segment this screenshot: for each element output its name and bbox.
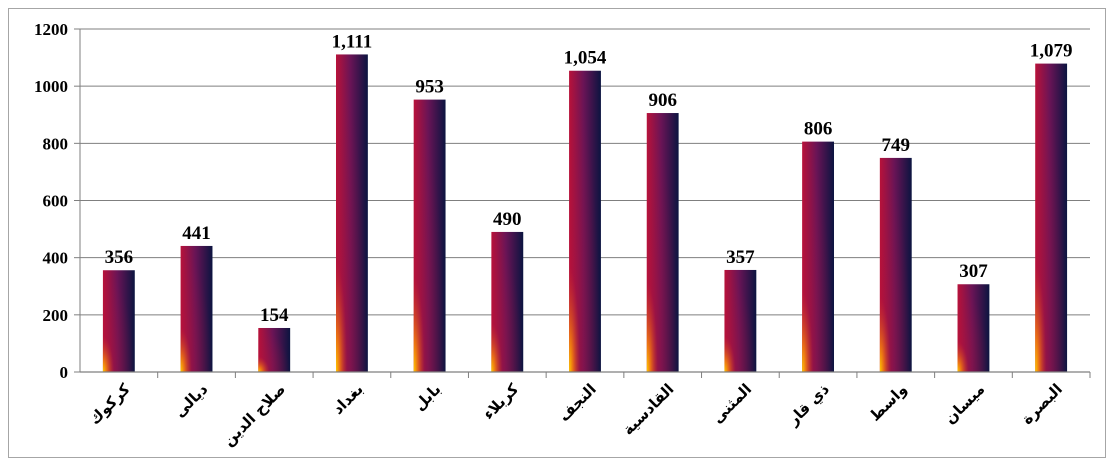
data-label: 154 [260, 305, 289, 326]
bar-glow [957, 284, 990, 372]
category-label: ميسان [941, 380, 988, 427]
bar-glow [802, 141, 835, 372]
data-label: 1,054 [564, 48, 607, 69]
bar [180, 245, 213, 372]
y-tick-label: 400 [43, 249, 69, 268]
bar [102, 270, 135, 372]
data-labels: 356 441 154 1,111 953 490 1,054 906 357 806 749 307… [105, 31, 1073, 326]
category-label: كربلاء [479, 380, 522, 423]
category-label: القادسية [619, 380, 678, 439]
bar-glow [569, 70, 601, 373]
bar [258, 327, 291, 372]
bars [102, 54, 1068, 373]
bar [646, 113, 679, 372]
chart-frame [8, 8, 1106, 458]
bar [957, 284, 990, 372]
data-label: 806 [804, 119, 833, 140]
data-label: 906 [648, 90, 677, 111]
bar-glow [491, 231, 524, 372]
category-label: النجف [555, 380, 600, 425]
y-tick-label: 800 [43, 134, 69, 153]
category-label: كركوك [86, 380, 134, 428]
data-label: 490 [493, 209, 522, 230]
category-label: بغداد [329, 380, 367, 418]
bar-glow [724, 269, 757, 372]
bar-glow [335, 54, 368, 372]
bar [724, 269, 757, 372]
data-label: 1,079 [1030, 41, 1073, 62]
category-label: ديالى [171, 380, 212, 421]
bar-glow [1035, 63, 1068, 372]
data-label: 749 [882, 135, 911, 156]
data-label: 307 [959, 261, 988, 282]
data-label: 953 [415, 77, 444, 98]
y-tick-label: 200 [43, 306, 69, 325]
data-label: 1,111 [332, 31, 373, 52]
y-tick-label: 1200 [34, 20, 68, 39]
axes [79, 29, 1091, 378]
category-label: بابل [410, 380, 444, 414]
y-tick-labels: 0 200 400 600 800 1000 1200 [34, 20, 68, 382]
bar [569, 70, 601, 373]
data-label: 441 [182, 223, 211, 244]
bar-glow [413, 99, 446, 372]
category-labels: كركوك ديالى صلاح الدين بغداد بابل كربلاء النجف… [86, 380, 1066, 450]
bar-glow [258, 327, 291, 372]
bar [802, 141, 835, 372]
category-label: المثنى [708, 380, 755, 427]
y-tick-label: 0 [60, 363, 69, 382]
bar-glow [102, 270, 135, 372]
bar [335, 54, 368, 372]
bar [413, 99, 446, 372]
category-label: واسط [866, 380, 911, 425]
bar-glow [180, 245, 213, 372]
category-label: صلاح الدين [219, 380, 289, 450]
bar [879, 157, 912, 372]
y-tick-label: 1000 [34, 77, 68, 96]
bar [491, 231, 524, 372]
data-label: 356 [105, 247, 134, 268]
bar-glow [646, 113, 679, 372]
data-label: 357 [726, 247, 755, 268]
y-tick-label: 600 [43, 192, 69, 211]
bar [1035, 63, 1068, 372]
category-label: البصرة [1018, 380, 1066, 428]
bar-glow [879, 157, 912, 372]
category-label: ذي قار [784, 380, 834, 430]
